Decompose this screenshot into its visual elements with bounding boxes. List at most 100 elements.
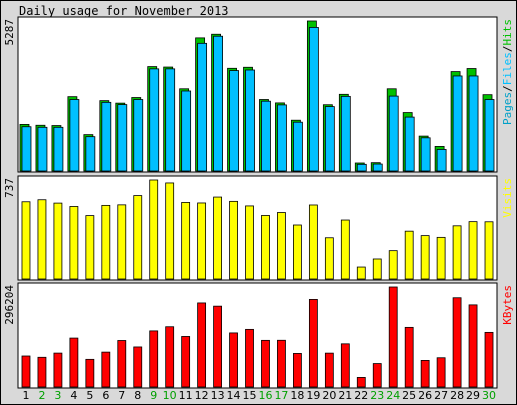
- bar-files: [293, 121, 303, 172]
- x-tick-label: 7: [118, 389, 125, 402]
- x-tick-label: 3: [54, 389, 61, 402]
- bar-kbytes: [245, 328, 254, 388]
- legend-item-hits: Hits: [501, 19, 514, 46]
- x-tick-label: 19: [306, 389, 320, 402]
- bar-files: [21, 126, 32, 172]
- bar-visits: [356, 266, 366, 280]
- bar-kbytes: [277, 339, 286, 388]
- x-tick-label: 28: [450, 389, 464, 402]
- bar-kbytes: [484, 331, 494, 388]
- x-tick-label: 9: [150, 389, 157, 402]
- bar-visits: [53, 202, 63, 280]
- bar-visits: [484, 221, 494, 280]
- bar-visits: [404, 230, 414, 280]
- x-tick-label: 20: [322, 389, 336, 402]
- bar-kbytes: [85, 358, 95, 388]
- bar-visits: [37, 199, 47, 280]
- bar-files: [101, 101, 112, 172]
- bar-visits: [117, 204, 127, 280]
- x-tick-label: 1: [22, 389, 29, 402]
- x-tick-label: 8: [134, 389, 141, 402]
- bar-kbytes: [37, 356, 47, 388]
- bar-files: [117, 104, 128, 172]
- x-tick-label: 17: [274, 389, 288, 402]
- bar-files: [261, 100, 271, 172]
- legend-item-separator: /: [501, 85, 514, 92]
- legend-visits: Visits: [501, 178, 514, 218]
- bar-kbytes: [149, 330, 159, 388]
- bar-files: [197, 42, 208, 172]
- x-tick-label: 25: [402, 389, 416, 402]
- bar-visits: [213, 196, 222, 280]
- bar-kbytes: [21, 355, 31, 388]
- x-tick-label: 14: [227, 389, 241, 402]
- bar-kbytes: [452, 297, 462, 388]
- x-tick-label: 11: [179, 389, 193, 402]
- bar-files: [468, 75, 479, 172]
- bar-visits: [149, 179, 159, 280]
- bar-files: [420, 137, 431, 172]
- x-tick-label: 2: [38, 389, 45, 402]
- bar-kbytes: [356, 377, 366, 388]
- bar-visits: [388, 250, 398, 280]
- bar-visits: [420, 235, 430, 280]
- plot-area-visits: [17, 175, 498, 281]
- legend-kbytes: KBytes: [501, 285, 514, 325]
- x-tick-label: 27: [434, 389, 448, 402]
- bar-visits: [372, 258, 382, 280]
- bar-visits: [308, 204, 318, 280]
- legend-item-separator: /: [501, 46, 514, 53]
- bar-files: [277, 104, 287, 172]
- bar-files: [404, 116, 415, 172]
- bar-files: [165, 68, 176, 172]
- bar-kbytes: [69, 337, 79, 388]
- bar-files: [436, 149, 447, 172]
- legend-item-visits: Visits: [501, 178, 514, 218]
- bar-kbytes: [133, 346, 143, 388]
- bar-kbytes: [229, 332, 238, 388]
- bar-files: [372, 163, 383, 172]
- x-tick-label: 6: [102, 389, 109, 402]
- bar-visits: [468, 221, 478, 280]
- y-max-label-kbytes: 296204: [3, 285, 16, 325]
- bar-kbytes: [404, 326, 414, 388]
- x-tick-label: 13: [211, 389, 225, 402]
- plot-area-usage: [17, 16, 498, 173]
- bar-files: [308, 27, 319, 172]
- bar-files: [340, 95, 351, 172]
- bar-visits: [181, 202, 191, 280]
- bar-files: [245, 69, 255, 172]
- bar-kbytes: [53, 352, 63, 388]
- bar-kbytes: [261, 339, 270, 388]
- bar-files: [149, 68, 160, 172]
- bar-kbytes: [372, 363, 382, 388]
- plot-area-kbytes: [17, 282, 498, 389]
- x-tick-label: 18: [290, 389, 304, 402]
- bar-files: [181, 90, 192, 172]
- bar-files: [53, 126, 64, 172]
- x-tick-label: 26: [418, 389, 432, 402]
- bar-files: [388, 95, 399, 172]
- bar-kbytes: [324, 352, 334, 388]
- legend-item-pages: Pages: [501, 92, 514, 125]
- bar-kbytes: [101, 351, 111, 388]
- x-tick-label: 10: [163, 389, 177, 402]
- bar-kbytes: [181, 336, 191, 388]
- x-tick-label: 4: [70, 389, 77, 402]
- legend-item-kbytes: KBytes: [501, 285, 514, 325]
- bar-visits: [229, 200, 238, 280]
- bar-kbytes: [197, 302, 207, 388]
- bar-files: [324, 106, 335, 172]
- x-tick-label: 12: [195, 389, 209, 402]
- bar-visits: [165, 182, 175, 280]
- x-tick-label: 16: [258, 389, 272, 402]
- legend-item-files: Files: [501, 52, 514, 85]
- y-max-label-visits: 737: [3, 178, 16, 198]
- x-tick-label: 24: [386, 389, 400, 402]
- bar-kbytes: [420, 360, 430, 388]
- bar-files: [37, 126, 48, 172]
- x-tick-label: 21: [338, 389, 352, 402]
- bar-files: [69, 99, 80, 172]
